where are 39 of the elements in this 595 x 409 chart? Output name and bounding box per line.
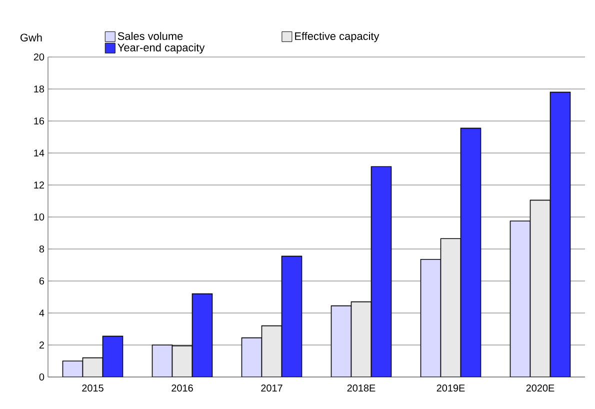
bar — [420, 259, 442, 377]
bar — [550, 92, 571, 377]
bar — [261, 325, 282, 377]
y-tick-label: 14 — [34, 150, 44, 156]
bar — [460, 128, 482, 377]
y-tick-label: 16 — [34, 117, 44, 125]
bar — [350, 301, 372, 377]
y-tick-label: 12 — [34, 182, 44, 188]
bar — [82, 357, 104, 377]
x-tick-label: 2020E — [526, 384, 554, 392]
legend-label: Effective capacity — [295, 32, 380, 42]
x-tick-label: 2019E — [436, 384, 465, 392]
bar — [370, 166, 392, 377]
bar — [281, 256, 302, 377]
bar — [510, 220, 531, 377]
y-tick-label: 20 — [34, 53, 44, 61]
y-axis-title: Gwh — [20, 33, 42, 42]
legend-label: Sales volume — [118, 32, 183, 40]
x-tick-label: 2015 — [82, 384, 104, 392]
bar — [62, 360, 84, 377]
x-tick-label: 2016 — [172, 384, 193, 392]
bar — [192, 293, 213, 377]
y-tick-label: 8 — [39, 245, 44, 253]
x-tick-label: 2018E — [347, 384, 376, 392]
bar — [530, 200, 551, 377]
y-tick-label: 0 — [39, 373, 44, 381]
legend-label: Year-end capacity — [118, 43, 205, 54]
y-tick-label: 6 — [39, 277, 44, 285]
bar — [152, 344, 173, 377]
y-tick-label: 18 — [34, 85, 44, 93]
bar — [102, 336, 124, 377]
y-tick-label: 2 — [39, 342, 44, 348]
y-tick-label: 4 — [39, 310, 44, 316]
x-tick-label: 2017 — [261, 384, 282, 392]
bar — [330, 305, 352, 377]
bar — [172, 345, 193, 377]
bar — [241, 337, 262, 377]
y-tick-label: 10 — [34, 213, 44, 221]
bar — [440, 238, 462, 377]
